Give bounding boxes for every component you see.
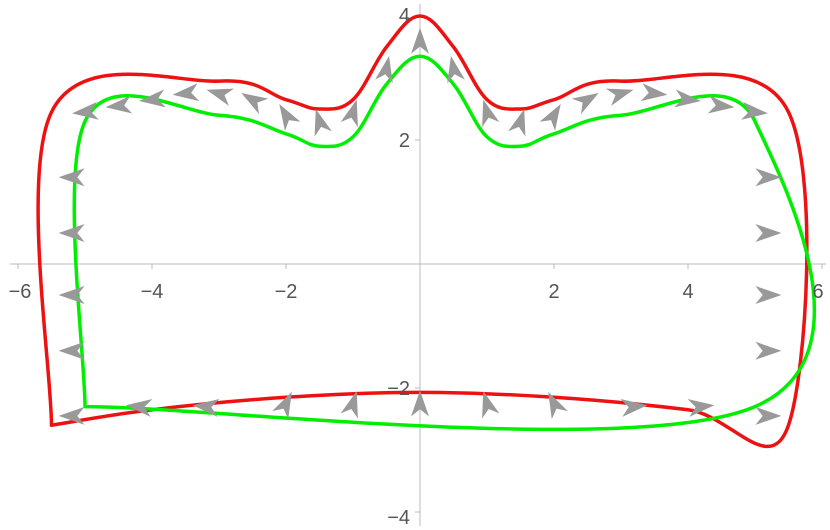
vector-arrow: [755, 406, 782, 425]
y-tick-label: 2: [399, 130, 410, 152]
vector-arrow: [58, 286, 85, 304]
curves: [36, 14, 817, 449]
vector-arrow: [482, 99, 500, 128]
x-tick-label: 6: [812, 281, 823, 303]
vector-arrow: [755, 224, 782, 242]
vector-arrow: [72, 101, 99, 120]
x-tick-label: −6: [9, 281, 32, 303]
x-tick-label: −2: [275, 281, 298, 303]
tick-labels: −6 −4 −2 2 4 6 −4 −2 2 4: [9, 5, 824, 529]
vector-arrow: [755, 341, 782, 360]
vector-arrow: [375, 55, 393, 84]
vector-arrow: [620, 398, 648, 417]
vector-arrow: [687, 398, 715, 417]
vector-arrow: [139, 89, 166, 108]
y-tick-label: −4: [387, 507, 410, 529]
vector-arrows: [58, 27, 782, 425]
vector-arrow: [58, 224, 85, 242]
x-tick-label: 4: [682, 281, 693, 303]
vector-arrow: [314, 108, 332, 137]
vector-arrow: [674, 89, 701, 108]
y-tick-label: 4: [399, 5, 410, 27]
vector-arrow: [411, 390, 429, 417]
vector-arrow: [125, 398, 153, 417]
vector-arrow: [58, 341, 85, 360]
vector-arrow: [548, 391, 568, 420]
vector-arrow: [755, 286, 782, 304]
x-tick-label: 2: [548, 281, 559, 303]
vector-arrow: [279, 104, 301, 131]
vector-arrow: [58, 406, 85, 425]
vector-arrow: [640, 83, 668, 102]
vector-arrow: [605, 88, 634, 106]
vector-arrow: [482, 391, 500, 419]
vector-arrow: [707, 95, 735, 114]
vector-arrow: [508, 108, 526, 137]
inner-curve: [72, 54, 817, 432]
vector-arrow: [447, 55, 465, 84]
vector-arrow: [571, 93, 599, 115]
vector-arrow: [58, 168, 85, 187]
vector-arrow: [206, 88, 235, 106]
y-tick-label: −2: [387, 378, 410, 400]
outer-curve: [36, 14, 809, 449]
vector-arrow: [241, 93, 269, 115]
vector-arrow: [340, 99, 358, 128]
vector-arrow: [411, 27, 429, 54]
vector-arrow: [192, 398, 220, 417]
vector-arrow: [105, 95, 133, 114]
vector-arrow: [755, 168, 782, 187]
axes: [10, 4, 826, 526]
vector-arrow: [172, 83, 200, 102]
vector-arrow: [539, 104, 561, 131]
vector-arrow: [741, 101, 768, 120]
vector-arrow: [272, 391, 292, 420]
vector-arrow: [340, 391, 358, 419]
x-tick-label: −4: [141, 281, 164, 303]
